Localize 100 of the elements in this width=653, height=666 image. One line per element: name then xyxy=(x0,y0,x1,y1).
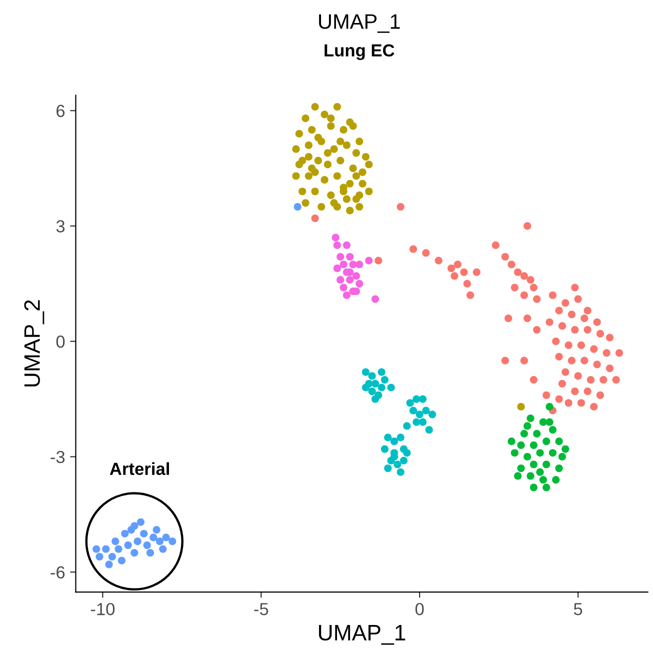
point xyxy=(136,518,145,526)
point xyxy=(346,276,354,284)
point xyxy=(356,202,364,211)
point xyxy=(400,456,408,464)
point xyxy=(542,438,550,446)
point xyxy=(362,152,370,161)
point xyxy=(342,241,351,250)
point xyxy=(308,126,316,134)
point xyxy=(524,452,532,461)
point xyxy=(121,530,129,538)
point xyxy=(358,168,366,176)
point xyxy=(396,434,404,442)
point xyxy=(118,556,126,564)
point xyxy=(146,549,154,557)
point xyxy=(526,414,534,422)
point xyxy=(552,476,560,484)
point xyxy=(96,552,104,560)
point xyxy=(356,138,364,146)
point xyxy=(356,191,364,200)
point xyxy=(314,156,322,164)
point xyxy=(108,552,116,560)
point xyxy=(159,545,167,553)
point xyxy=(302,114,310,122)
y-tick-label: 3 xyxy=(56,220,65,232)
point xyxy=(412,418,420,426)
point xyxy=(546,402,554,411)
point xyxy=(336,138,344,146)
point xyxy=(371,380,380,388)
point xyxy=(362,384,370,392)
point xyxy=(327,122,335,130)
point xyxy=(342,291,351,300)
point xyxy=(356,280,364,288)
point xyxy=(371,395,380,403)
point xyxy=(130,549,138,557)
point xyxy=(517,441,525,449)
point xyxy=(302,199,310,207)
point xyxy=(292,172,300,180)
point xyxy=(295,130,303,138)
point xyxy=(346,180,354,188)
annotation: Arterial xyxy=(110,462,169,476)
point xyxy=(418,395,427,403)
point xyxy=(168,538,176,546)
point xyxy=(390,438,398,446)
point xyxy=(336,156,344,164)
point xyxy=(365,256,373,264)
point xyxy=(403,422,411,430)
point xyxy=(517,464,525,472)
point xyxy=(314,134,322,142)
point xyxy=(333,202,342,211)
x-tick-label: -5 xyxy=(254,603,268,616)
point xyxy=(533,430,541,438)
point xyxy=(327,114,335,122)
y-tick-label: -3 xyxy=(50,450,65,464)
point xyxy=(292,145,300,153)
point xyxy=(92,545,100,553)
y-tick-label: 0 xyxy=(56,336,65,348)
point xyxy=(378,368,386,376)
point xyxy=(380,376,389,384)
point xyxy=(365,188,373,196)
point xyxy=(330,145,338,153)
point xyxy=(346,206,354,214)
point xyxy=(114,545,122,553)
point xyxy=(304,152,312,161)
point xyxy=(548,426,557,434)
point xyxy=(336,276,344,284)
point xyxy=(298,188,306,196)
point xyxy=(340,260,348,268)
point xyxy=(530,460,538,468)
point xyxy=(333,264,342,272)
chart-title: UMAP_1 xyxy=(319,14,400,33)
point xyxy=(539,418,547,426)
point xyxy=(336,252,344,261)
point xyxy=(342,195,351,203)
point xyxy=(320,110,328,118)
point xyxy=(396,468,404,476)
point xyxy=(152,526,160,534)
point xyxy=(156,538,164,546)
point xyxy=(418,418,427,426)
point xyxy=(352,272,360,280)
point xyxy=(318,202,326,211)
point xyxy=(340,126,348,134)
point xyxy=(524,422,532,430)
point xyxy=(304,172,312,180)
point xyxy=(539,476,547,484)
x-axis-title: UMAP_1 xyxy=(319,625,406,645)
point xyxy=(333,102,342,111)
point xyxy=(536,468,544,476)
x-tick-label: 5 xyxy=(574,603,582,616)
point xyxy=(530,484,538,492)
point xyxy=(422,406,430,414)
point xyxy=(333,241,342,250)
y-tick-label: 6 xyxy=(56,104,65,118)
point xyxy=(542,484,550,492)
point xyxy=(371,295,380,303)
point xyxy=(162,534,170,542)
point xyxy=(102,545,110,553)
point xyxy=(368,372,376,380)
point xyxy=(514,472,522,480)
point xyxy=(294,202,302,211)
point xyxy=(526,472,534,480)
